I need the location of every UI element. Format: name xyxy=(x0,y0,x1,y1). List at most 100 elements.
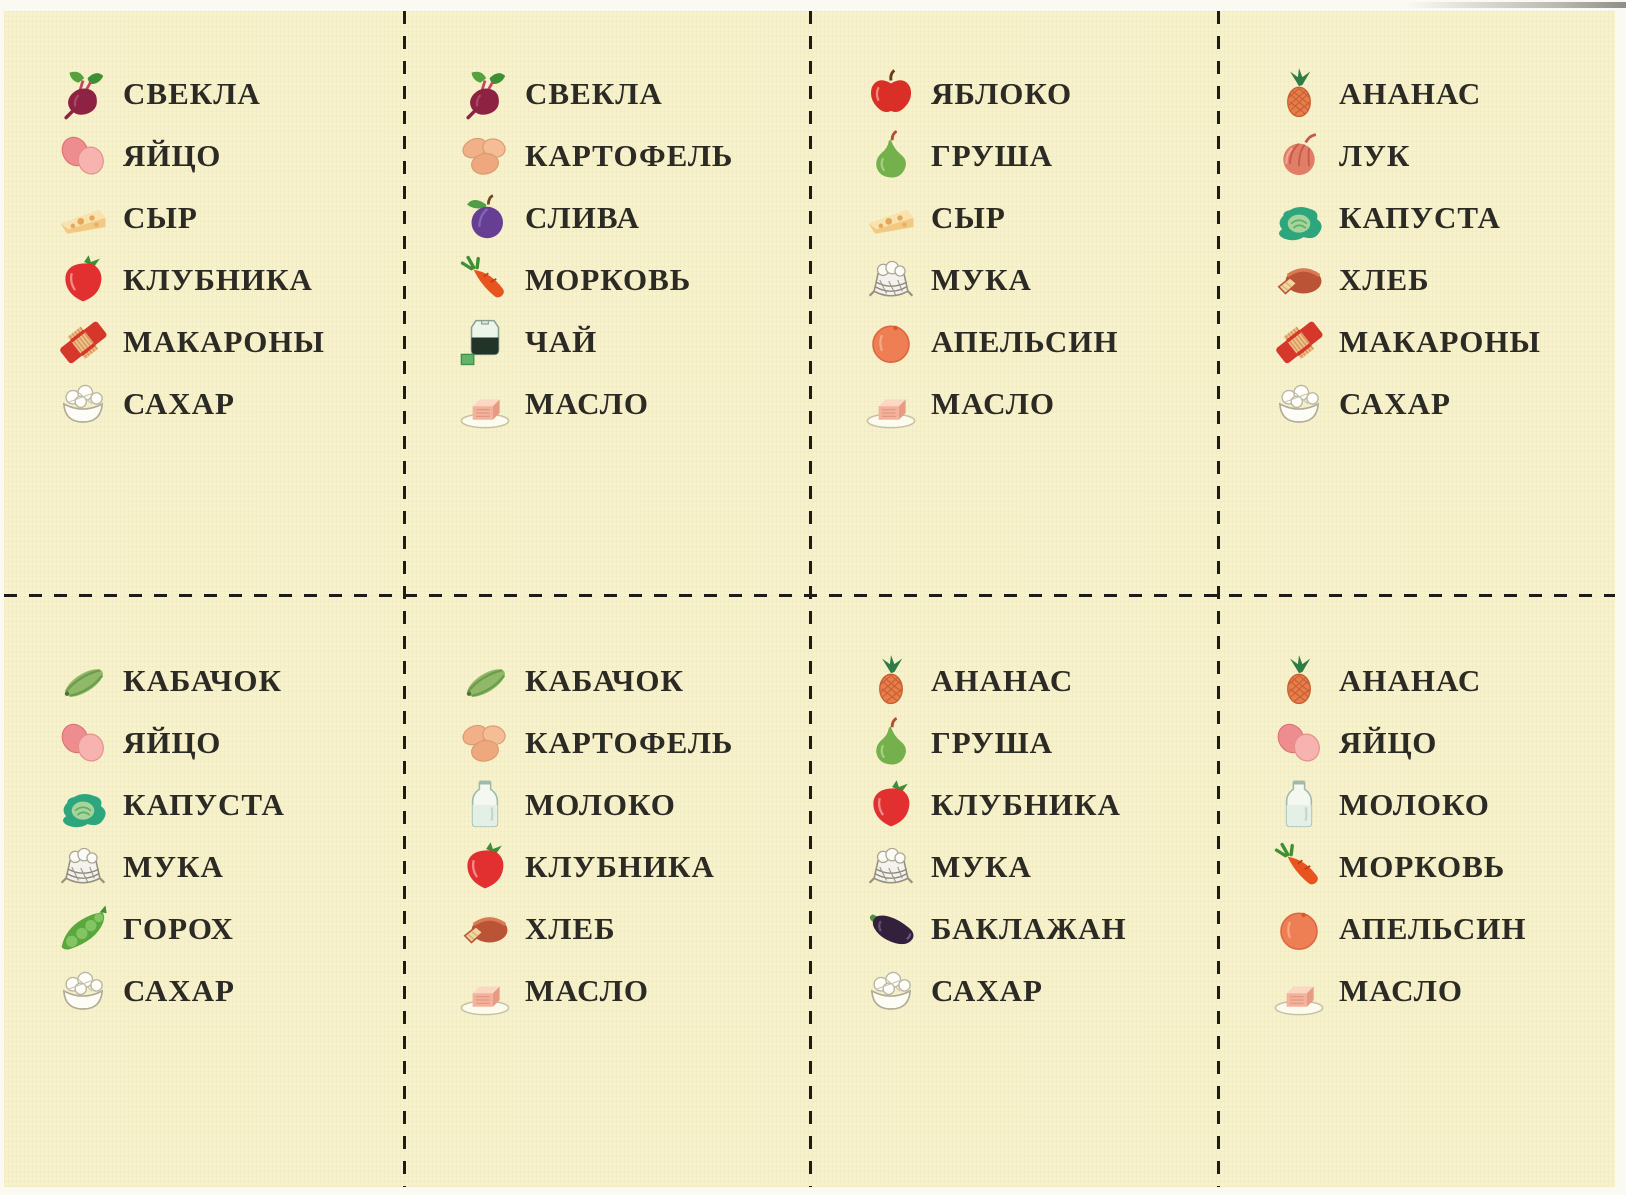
item-label: СВЕКЛА xyxy=(123,76,261,111)
item-label: КАПУСТА xyxy=(1339,200,1501,235)
list-item: МОРКОВЬ xyxy=(1272,836,1615,898)
shopping-card: АНАНАС ГРУША КЛУБНИКА МУКА БАКЛАЖАН САХАР xyxy=(812,597,1217,1187)
item-label: АНАНАС xyxy=(1339,76,1482,111)
list-item: КАПУСТА xyxy=(1272,187,1615,249)
list-item: АПЕЛЬСИН xyxy=(864,311,1217,373)
apple-icon xyxy=(864,67,918,121)
list-item: БАКЛАЖАН xyxy=(864,898,1217,960)
item-label: МУКА xyxy=(123,849,224,884)
item-label: КЛУБНИКА xyxy=(525,849,715,884)
strawberry-icon xyxy=(864,778,918,832)
item-label: МОРКОВЬ xyxy=(525,262,692,297)
zucchini-icon xyxy=(56,654,110,708)
cheese-icon xyxy=(56,191,110,245)
carrot-icon xyxy=(1272,840,1326,894)
list-item: САХАР xyxy=(1272,373,1615,435)
item-label: ГРУША xyxy=(931,138,1054,173)
list-item: ХЛЕБ xyxy=(458,898,809,960)
item-label: САХАР xyxy=(123,973,235,1008)
list-item: КАРТОФЕЛЬ xyxy=(458,125,809,187)
item-label: БАКЛАЖАН xyxy=(931,911,1127,946)
bread-icon xyxy=(458,902,512,956)
shopping-card: АНАНАС ЛУК КАПУСТА ХЛЕБ МАКАРОНЫ САХАР xyxy=(1220,13,1615,593)
shopping-card: СВЕКЛА КАРТОФЕЛЬ СЛИВА МОРКОВЬ ЧАЙ МАСЛО xyxy=(406,13,809,593)
orange-icon xyxy=(864,315,918,369)
butter-icon xyxy=(458,377,512,431)
flour-icon xyxy=(56,840,110,894)
item-label: МОЛОКО xyxy=(1339,787,1490,822)
eggs-icon xyxy=(1272,716,1326,770)
item-label: ГОРОХ xyxy=(123,911,234,946)
item-label: СЫР xyxy=(931,200,1006,235)
bread-icon xyxy=(1272,253,1326,307)
pasta-icon xyxy=(56,315,110,369)
list-item: СВЕКЛА xyxy=(56,63,403,125)
shopping-card: АНАНАС ЯЙЦО МОЛОКО МОРКОВЬ АПЕЛЬСИН МАСЛО xyxy=(1220,597,1615,1187)
list-item: ЯБЛОКО xyxy=(864,63,1217,125)
eggs-icon xyxy=(56,716,110,770)
list-item: МАКАРОНЫ xyxy=(1272,311,1615,373)
item-label: АПЕЛЬСИН xyxy=(931,324,1119,359)
butter-icon xyxy=(864,377,918,431)
cut-line-vertical xyxy=(809,11,812,1187)
list-item: ЧАЙ xyxy=(458,311,809,373)
item-label: ЧАЙ xyxy=(525,324,598,359)
tea-icon xyxy=(458,315,512,369)
plum-icon xyxy=(458,191,512,245)
beet-icon xyxy=(458,67,512,121)
sugar-icon xyxy=(56,964,110,1018)
cut-line-vertical xyxy=(1217,11,1220,1187)
pear-icon xyxy=(864,716,918,770)
list-item: АПЕЛЬСИН xyxy=(1272,898,1615,960)
list-item: МОЛОКО xyxy=(458,774,809,836)
item-label: МАСЛО xyxy=(1339,973,1463,1008)
item-label: ЯЙЦО xyxy=(1339,725,1438,760)
list-item: СВЕКЛА xyxy=(458,63,809,125)
list-item: КАБАЧОК xyxy=(458,650,809,712)
item-label: ЯЙЦО xyxy=(123,138,222,173)
list-item: САХАР xyxy=(56,373,403,435)
pasta-icon xyxy=(1272,315,1326,369)
butter-icon xyxy=(1272,964,1326,1018)
item-label: МУКА xyxy=(931,849,1032,884)
pear-icon xyxy=(864,129,918,183)
peas-icon xyxy=(56,902,110,956)
item-label: АНАНАС xyxy=(931,663,1074,698)
list-item: МАСЛО xyxy=(1272,960,1615,1022)
list-item: МУКА xyxy=(864,836,1217,898)
list-item: КЛУБНИКА xyxy=(864,774,1217,836)
item-label: ХЛЕБ xyxy=(1339,262,1430,297)
list-item: САХАР xyxy=(56,960,403,1022)
list-item: МАСЛО xyxy=(864,373,1217,435)
list-item: ЛУК xyxy=(1272,125,1615,187)
list-item: САХАР xyxy=(864,960,1217,1022)
item-label: ЯБЛОКО xyxy=(931,76,1073,111)
list-item: КАПУСТА xyxy=(56,774,403,836)
item-label: КАПУСТА xyxy=(123,787,285,822)
item-label: МАКАРОНЫ xyxy=(123,324,325,359)
pineapple-icon xyxy=(864,654,918,708)
beet-icon xyxy=(56,67,110,121)
list-item: АНАНАС xyxy=(864,650,1217,712)
list-item: ГРУША xyxy=(864,125,1217,187)
sugar-icon xyxy=(1272,377,1326,431)
list-item: МУКА xyxy=(864,249,1217,311)
item-label: КАРТОФЕЛЬ xyxy=(525,138,734,173)
list-item: АНАНАС xyxy=(1272,650,1615,712)
list-item: КЛУБНИКА xyxy=(458,836,809,898)
item-label: СЛИВА xyxy=(525,200,640,235)
list-item: СЫР xyxy=(56,187,403,249)
item-label: МОЛОКО xyxy=(525,787,676,822)
strawberry-icon xyxy=(56,253,110,307)
item-label: АНАНАС xyxy=(1339,663,1482,698)
cheese-icon xyxy=(864,191,918,245)
milk-icon xyxy=(1272,778,1326,832)
shopping-card: КАБАЧОК КАРТОФЕЛЬ МОЛОКО КЛУБНИКА ХЛЕБ МАСЛО xyxy=(406,597,809,1187)
list-item: ХЛЕБ xyxy=(1272,249,1615,311)
item-label: МАСЛО xyxy=(525,973,649,1008)
item-label: КЛУБНИКА xyxy=(931,787,1121,822)
item-label: СЫР xyxy=(123,200,198,235)
item-label: ЯЙЦО xyxy=(123,725,222,760)
cut-line-vertical xyxy=(403,11,406,1187)
